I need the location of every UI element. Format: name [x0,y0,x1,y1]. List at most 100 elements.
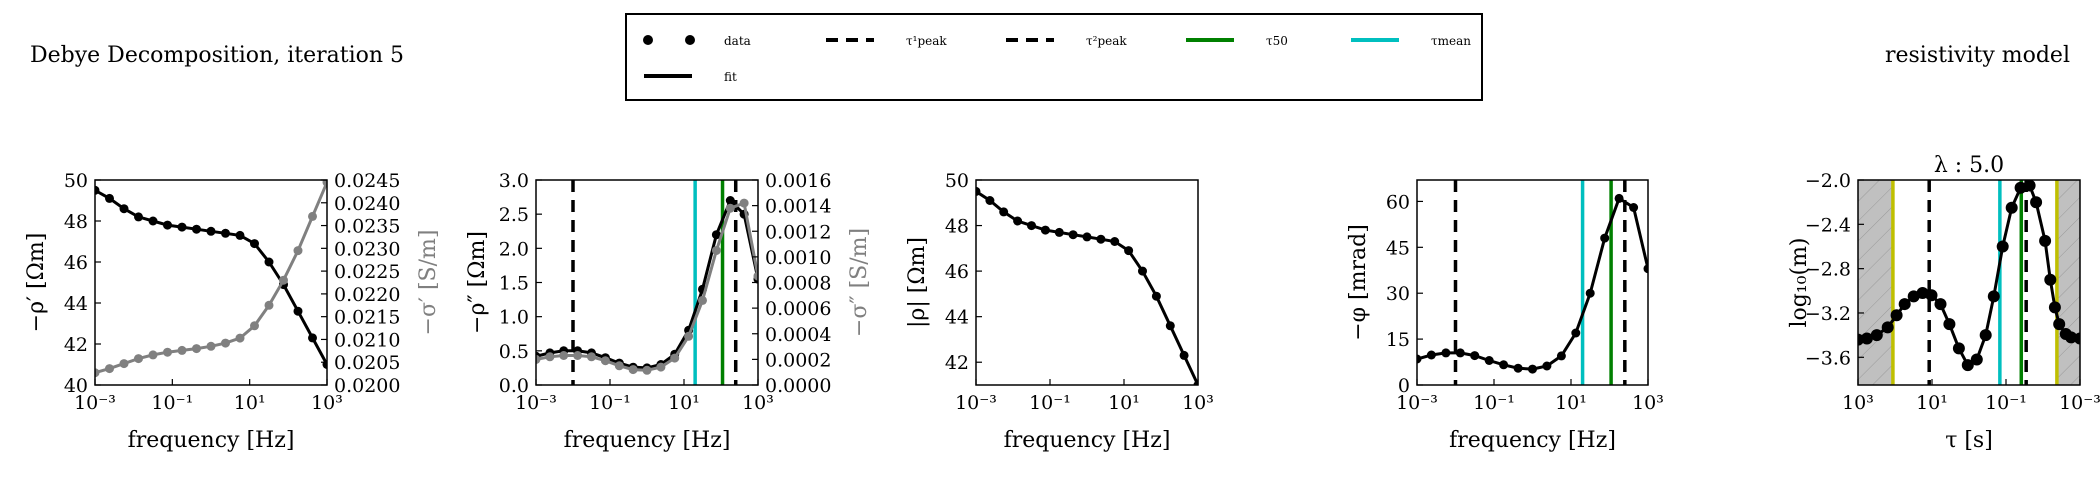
data-point [999,207,1009,217]
data-point [1054,227,1064,237]
data-point [192,224,201,234]
data-point [2014,181,2027,194]
data-point [1470,351,1480,361]
x-tick-label: 10⁻¹ [1029,392,1071,414]
y-right-axis-label: −σ″ [S/m] [847,228,872,337]
data-point [1952,342,1965,355]
y-axis-label: −ρ′ [Ωm] [24,233,49,333]
data-point [536,354,541,364]
x-tick-label: 10⁻¹ [1985,392,2027,414]
data-point [221,338,230,348]
data-point [1193,380,1198,385]
data-point [177,222,187,232]
x-tick-label: 10¹ [1916,392,1948,414]
data-point [322,180,327,187]
x-tick-label: 10⁻¹ [589,392,631,414]
data-point [1499,360,1509,370]
data-point [1970,353,1983,366]
data-point [1528,364,1537,374]
data-point [587,352,596,362]
x-tick-label: 10⁻¹ [1473,392,1515,414]
y-tick-label: 40 [64,375,88,397]
legend-entry-2: τ²peak [1006,34,1127,48]
x-tick-label: 10³ [742,392,774,414]
data-point [2039,234,2052,247]
x-tick-label: 10³ [1182,392,1214,414]
chart-panel-1: 10⁻³ 10⁻¹ 10¹ 10³4042444648500.02000.02050.… [24,170,441,453]
legend-label: τ²peak [1086,34,1127,48]
data-point [976,186,981,196]
y-axis-label: −ρ″ [Ωm] [465,231,490,334]
data-point [2023,180,2036,192]
y-tick-label: 44 [945,307,969,329]
y-right-tick-label: 0.0016 [765,170,831,192]
y-right-tick-label: 0.0000 [765,375,831,397]
y-tick-label: 44 [64,293,88,315]
series-line [976,190,1198,385]
data-point [1124,246,1134,256]
y-right-tick-label: 0.0230 [334,238,400,260]
data-point [1426,350,1436,360]
data-point [163,347,172,357]
data-point [1643,264,1648,274]
data-point [293,246,303,256]
data-point [105,193,114,203]
plot-frame [94,179,328,386]
data-point [711,246,721,255]
y-right-tick-label: 0.0006 [765,298,831,320]
data-point [545,352,555,362]
shaded-region [2056,180,2080,385]
data-point [1860,332,1873,345]
data-point [279,275,288,285]
series-line [95,188,327,366]
data-point [2005,201,2018,214]
y-tick-label: 48 [64,211,88,233]
y-tick-label: 42 [64,334,88,356]
series-line [1417,196,1648,371]
y-tick-label: 0.0 [499,375,529,397]
y-right-axis-label: −σ′ [S/m] [416,230,441,336]
x-axis-label: frequency [Hz] [1449,428,1616,453]
data-point [753,271,758,281]
y-tick-label: 3.0 [499,170,529,192]
series-line [536,201,758,372]
data-point [1898,298,1911,311]
data-point [134,354,143,364]
shaded-region [1858,180,1893,385]
legend-label: τ¹peak [906,34,947,48]
data-point [698,295,707,305]
y-right-tick-label: 0.0002 [765,349,831,371]
legend-swatch [643,35,653,45]
y-tick-label: 1.0 [499,307,529,329]
x-tick-label: 10³ [1632,392,1664,414]
data-point [985,196,995,205]
data-point [293,306,303,316]
data-point [1040,225,1050,235]
figure-title-left: Debye Decomposition, iteration 5 [30,43,404,68]
data-point [192,344,201,354]
data-point [1925,289,1938,302]
data-point [148,216,158,226]
data-point [1996,240,2009,253]
legend-swatch [685,35,695,45]
data-point [573,351,583,360]
y-tick-label: 48 [945,216,969,238]
data-point [134,212,143,222]
data-point [148,350,158,360]
x-tick-label: 10¹ [668,392,700,414]
y-right-tick-label: 0.0200 [334,375,400,397]
x-tick-label: 10³ [1842,392,1874,414]
y-tick-label: 50 [64,170,88,192]
plot-frame [1416,179,1649,386]
data-point [1027,221,1036,231]
y-tick-label: 30 [1386,283,1410,305]
y-right-tick-label: 0.0012 [765,221,831,243]
data-point [559,351,569,360]
data-point [1513,363,1523,373]
data-point [1614,193,1624,203]
chart-panel-3: 10⁻³ 10⁻¹ 10¹ 10³ 42 44 46 48 50 frequency [Hz] |ρ… [905,170,1214,453]
y-right-tick-label: 0.0235 [334,216,400,238]
x-tick-label: 10³ [311,392,343,414]
x-axis-label: τ [s] [1945,428,1993,453]
data-point [2044,273,2057,286]
